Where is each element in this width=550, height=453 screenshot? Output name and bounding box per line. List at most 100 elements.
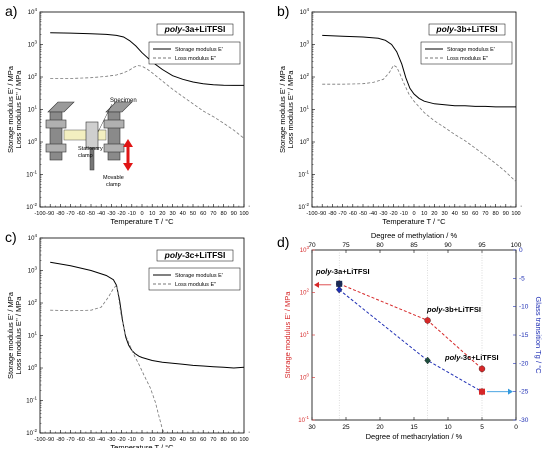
x-tick-label: 90 <box>231 437 237 443</box>
y-tick-base: 10 <box>28 10 35 16</box>
y-tick-exp: 1 <box>34 105 37 110</box>
loss-modulus-line <box>50 284 165 434</box>
x-tick-label: 20 <box>159 437 165 443</box>
y-tick-exp: 4 <box>306 7 309 12</box>
x-tick-label: -70 <box>67 437 75 443</box>
y-axis-label-1: Storage modulus E' / MPa <box>6 291 15 379</box>
y-tick-exp: -1 <box>305 415 309 420</box>
y-tick-base: 10 <box>28 108 35 114</box>
legend-title-box <box>156 249 234 262</box>
y-tick-base: 10 <box>26 431 33 437</box>
y-right-tick-label: -30 <box>519 417 529 424</box>
x-tick-label: 60 <box>200 437 206 443</box>
clamp-right-bar-2 <box>103 143 125 153</box>
y-tick-label: 101 <box>28 331 38 340</box>
x-top-tick-label: 80 <box>376 242 384 249</box>
x-tick-label: 30 <box>169 211 175 217</box>
y-left-tick-label: 102 <box>300 288 310 297</box>
loss-modulus-line <box>50 65 245 139</box>
panel-c: c)-100 -90 -80 -70 -60 -50 -40 -30 -20 -10 0 10 20 30… <box>5 229 250 452</box>
y-tick-label: 10-1 <box>26 170 37 179</box>
y-axis-label-1: Storage modulus E' / MPa <box>278 65 287 153</box>
x-tick-label: -20 <box>118 437 126 443</box>
x-axis-label: Temperature T / °C <box>110 217 174 226</box>
y-tick-exp: 2 <box>306 288 309 293</box>
y-tick-base: 10 <box>300 376 307 382</box>
x-bottom-tick-label: 0 <box>514 424 518 431</box>
x-tick-label: 0 <box>140 211 143 217</box>
x-tick-label: -10 <box>400 211 408 217</box>
x-tick-label: -30 <box>107 211 115 217</box>
x-top-axis-label: Degree of methylation / % <box>371 231 458 240</box>
x-tick-label: 30 <box>169 437 175 443</box>
inset-label-specimen: Specimen <box>110 98 137 104</box>
storage-modulus-point <box>478 365 486 372</box>
storage-modulus-line <box>50 261 245 369</box>
y-axis-label-1: Storage modulus E' / MPa <box>6 65 15 153</box>
y-tick-base: 10 <box>28 140 35 146</box>
y-left-tick-label: 100 <box>300 373 310 382</box>
storage-modulus-point <box>424 317 431 324</box>
y-tick-exp: 1 <box>306 105 309 110</box>
storage-modulus-line <box>322 34 516 108</box>
y-tick-base: 10 <box>300 333 307 339</box>
tg-trend <box>338 289 483 393</box>
y-tick-base: 10 <box>300 291 307 297</box>
point-label-1-part-1: -3b+LiTFSI <box>442 305 481 314</box>
x-tick-label: 50 <box>190 211 196 217</box>
clamp-left-post <box>49 111 63 161</box>
y-tick-label: 100 <box>300 137 310 146</box>
x-tick-label: -10 <box>128 437 136 443</box>
y-tick-exp: -2 <box>33 202 37 207</box>
x-tick-label: -90 <box>46 211 54 217</box>
x-bottom-tick-label: 20 <box>376 424 384 431</box>
y-tick-base: 10 <box>28 43 35 49</box>
y-tick-base: 10 <box>28 236 35 242</box>
x-top-tick-label: 70 <box>308 242 316 249</box>
legend-title: poly-3a+LiTFSI <box>164 24 226 34</box>
legend-title-part-1: -3b+LiTFSI <box>454 24 498 34</box>
x-tick-label: 90 <box>503 211 509 217</box>
point-label-0-part-1: -3a+LiTFSI <box>331 267 369 276</box>
point-label-0-part-0: poly <box>315 267 332 276</box>
y-right-tick-label: -25 <box>519 389 529 396</box>
x-tick-label: 50 <box>190 437 196 443</box>
x-bottom-tick-label: 25 <box>342 424 350 431</box>
x-tick-label: 100 <box>511 211 520 217</box>
x-tick-label: -90 <box>318 211 326 217</box>
y-tick-exp: 2 <box>306 72 309 77</box>
x-tick-label: 80 <box>220 211 226 217</box>
plot-frame <box>39 11 245 208</box>
y-tick-exp: 3 <box>306 245 309 250</box>
y-tick-exp: -2 <box>305 202 309 207</box>
y-tick-label: 103 <box>300 40 310 49</box>
y-tick-base: 10 <box>300 43 307 49</box>
x-tick-label: 10 <box>149 211 155 217</box>
x-tick-label: 90 <box>231 211 237 217</box>
y-tick-base: 10 <box>28 301 35 307</box>
x-axis-label: Temperature T / °C <box>382 217 446 226</box>
y-tick-label: 104 <box>28 233 38 242</box>
y-tick-exp: 4 <box>34 7 37 12</box>
x-tick-label: -20 <box>390 211 398 217</box>
panel-d: d)30 25 20 15 10 5 070 75 80 85 90 95 10010-11001011… <box>277 231 543 441</box>
x-tick-label: 60 <box>472 211 478 217</box>
x-tick-label: 100 <box>239 211 248 217</box>
panel-a: a)-100 -90 -80 -70 -60 -50 -40 -30 -20 -10 0 10 20 30… <box>5 3 250 226</box>
y-tick-base: 10 <box>300 248 307 254</box>
x-tick-label: -10 <box>128 211 136 217</box>
y-tick-label: 10-2 <box>26 202 37 211</box>
legend-title-box <box>428 23 506 36</box>
oscillation-arrow-up <box>123 139 133 147</box>
inset-label-movable-1: Movable <box>103 175 124 181</box>
y-tick-exp: 2 <box>34 72 37 77</box>
x-top-tick-label: 85 <box>410 242 418 249</box>
y-tick-label: 103 <box>28 266 38 275</box>
x-tick-label: -60 <box>77 211 85 217</box>
y-right-tick-label: 0 <box>519 247 523 254</box>
y-tick-label: 102 <box>28 298 38 307</box>
legend-box <box>148 267 241 291</box>
y-right-axis-label: Glass transition Tg / °C <box>534 296 543 374</box>
y-tick-exp: 1 <box>34 331 37 336</box>
oscillation-arrow-down <box>123 163 133 171</box>
